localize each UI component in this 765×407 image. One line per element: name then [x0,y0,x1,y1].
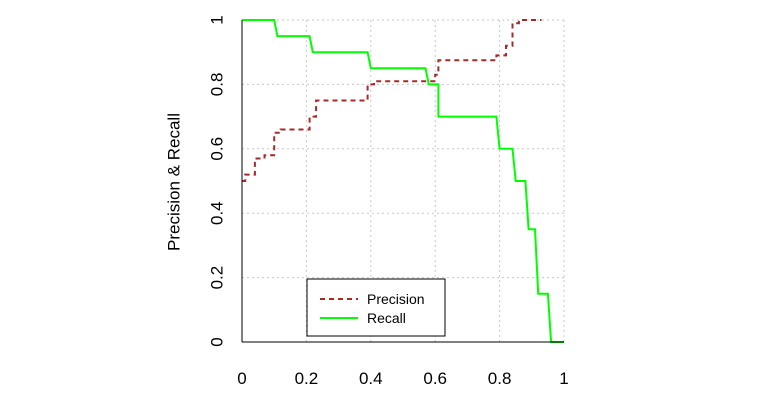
legend-recall-label: Recall [367,310,406,326]
series-line-recall [242,19,564,343]
x-tick-label: 1 [559,369,568,388]
plot-series [242,19,564,343]
legend: Precision Recall [306,278,446,337]
x-tick-label: 0.6 [423,369,447,388]
y-tick-label: 0.4 [207,201,226,225]
y-tick-label: 1 [207,15,226,24]
y-axis-title: Precision & Recall [164,113,183,251]
y-tick-label: 0.6 [207,137,226,161]
legend-box [306,278,446,337]
y-tick-label: 0 [207,337,226,346]
y-tick-label: 0.8 [207,73,226,97]
series-line-precision [242,19,542,182]
tick-labels: 0 0.2 0.4 0.6 0.8 1 0 0.2 0.4 0.6 0.8 1 [207,15,568,388]
x-tick-label: 0.4 [359,369,383,388]
x-tick-label: 0.8 [488,369,512,388]
axes [241,20,564,343]
y-tick-label: 0.2 [207,266,226,290]
legend-precision-label: Precision [367,291,425,307]
x-tick-label: 0 [237,369,246,388]
x-tick-label: 0.2 [295,369,319,388]
